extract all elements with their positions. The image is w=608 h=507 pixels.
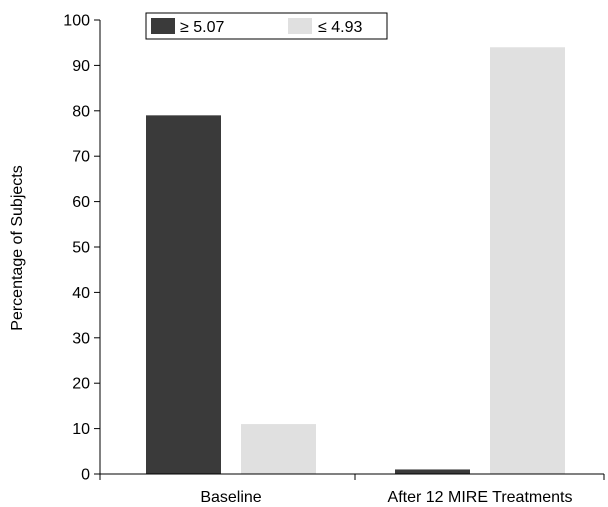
y-tick-label: 100 bbox=[63, 13, 90, 30]
bar-1-2 bbox=[395, 469, 470, 474]
y-tick-label: 60 bbox=[72, 194, 90, 211]
bar-2-2 bbox=[490, 47, 565, 475]
legend: ≥ 5.07 ≤ 4.93 bbox=[145, 12, 388, 40]
legend-label-series-1: ≥ 5.07 bbox=[180, 19, 224, 36]
legend-swatch-series-1 bbox=[151, 18, 175, 34]
y-axis-title: Percentage of Subjects bbox=[9, 165, 26, 330]
y-tick-label: 20 bbox=[72, 376, 90, 393]
y-tick-label: 70 bbox=[72, 149, 90, 166]
legend-label-series-2: ≤ 4.93 bbox=[318, 19, 362, 36]
x-axis-ticks bbox=[99, 474, 605, 480]
y-tick-label: 50 bbox=[72, 240, 90, 257]
legend-swatch-series-2 bbox=[288, 18, 312, 34]
y-tick-label: 0 bbox=[81, 467, 90, 484]
category-labels: Baseline After 12 MIRE Treatments bbox=[200, 489, 572, 506]
x-category-label: Baseline bbox=[200, 489, 261, 506]
y-tick-label: 80 bbox=[72, 103, 90, 120]
bar-2-1 bbox=[241, 424, 316, 474]
y-tick-label: 10 bbox=[72, 421, 90, 438]
legend-box bbox=[145, 12, 388, 40]
bar-1-1 bbox=[146, 115, 221, 474]
bars bbox=[146, 47, 565, 475]
y-tick-label: 30 bbox=[72, 330, 90, 347]
y-tick-label: 40 bbox=[72, 285, 90, 302]
x-category-label: After 12 MIRE Treatments bbox=[388, 489, 573, 506]
y-tick-label: 90 bbox=[72, 58, 90, 75]
y-axis-ticks: 0 10 20 30 40 50 60 70 80 90 100 bbox=[63, 13, 100, 484]
